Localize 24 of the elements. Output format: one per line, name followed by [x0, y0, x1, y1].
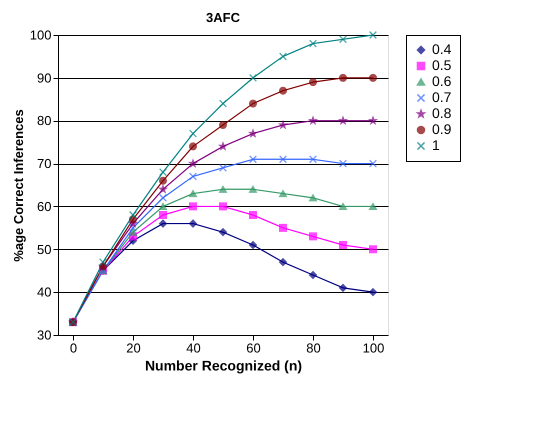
legend-label: 0.5	[432, 57, 452, 73]
y-tick-label: 60	[37, 198, 52, 214]
x-tick-label: 80	[306, 340, 321, 356]
y-tick-label: 80	[37, 113, 52, 128]
y-tick-label: 100	[30, 28, 52, 42]
x-axis-title: Number Recognized (n)	[144, 358, 302, 374]
x-tick-label: 40	[186, 340, 201, 356]
legend-label: 0.4	[432, 41, 452, 57]
y-tick-label: 70	[37, 156, 52, 172]
legend-label: 0.8	[432, 105, 452, 121]
x-tick-label: 0	[70, 340, 78, 356]
chart-title: 3AFC	[206, 10, 241, 25]
legend-label: 0.7	[432, 89, 452, 105]
y-tick-label: 30	[37, 328, 52, 342]
x-tick-label: 100	[362, 340, 384, 356]
x-tick-label: 60	[246, 340, 261, 356]
y-tick-label: 90	[37, 70, 52, 86]
legend-label: 0.9	[432, 121, 452, 137]
y-tick-label: 40	[37, 284, 52, 300]
legend-label: 0.6	[432, 73, 452, 89]
y-tick-label: 50	[37, 242, 52, 257]
y-axis-title: %age Correct Inferences	[10, 109, 26, 262]
legend-label: 1	[432, 137, 440, 153]
x-tick-label: 20	[126, 340, 141, 356]
